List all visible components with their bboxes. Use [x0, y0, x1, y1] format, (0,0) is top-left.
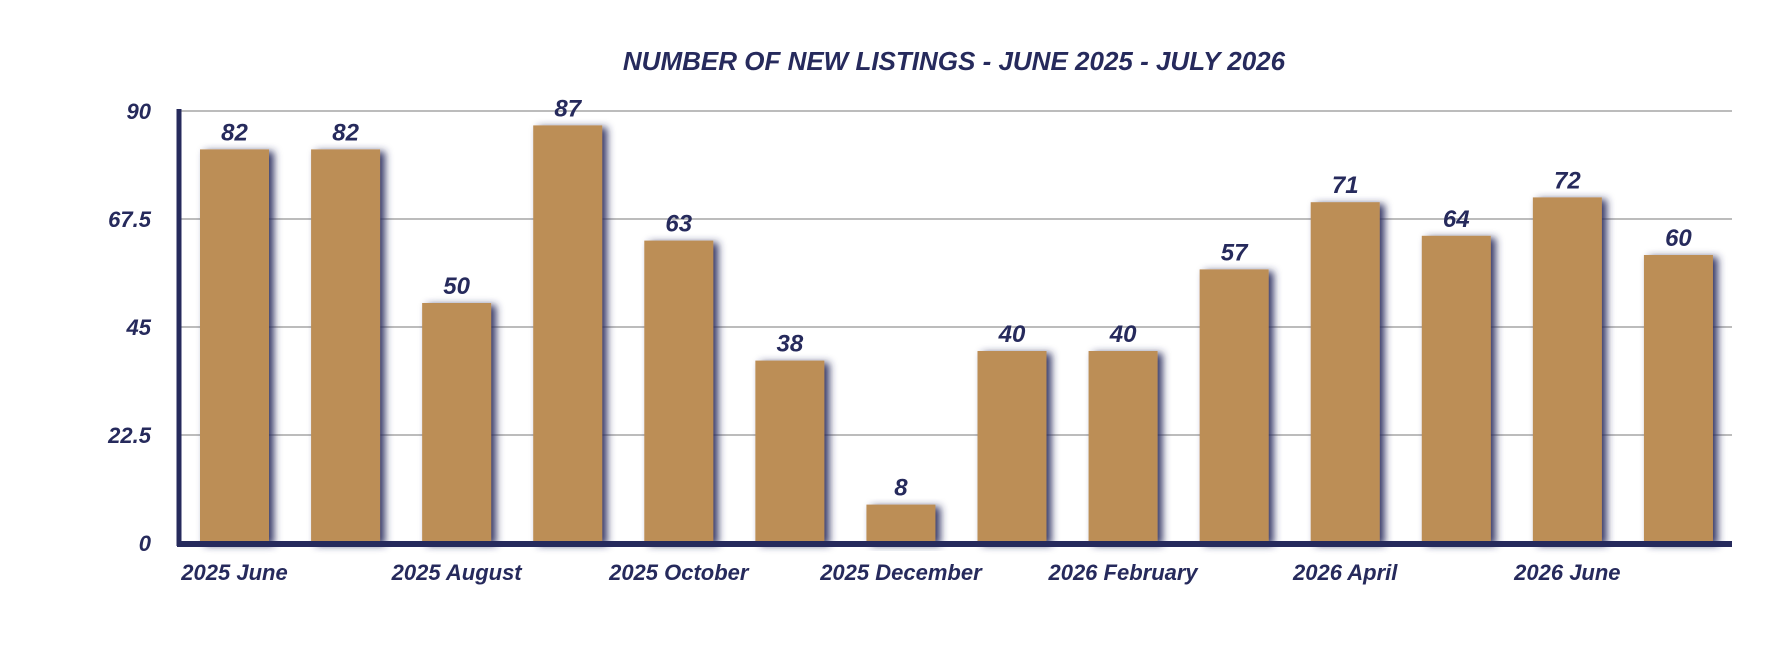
x-tick-label: 2026 April: [1292, 560, 1398, 585]
data-label: 38: [777, 331, 804, 358]
bar: [533, 125, 603, 544]
y-tick-label: 67.5: [108, 207, 152, 232]
data-label: 71: [1332, 172, 1359, 199]
bar: [1421, 235, 1491, 544]
bar: [311, 149, 381, 543]
bar: [755, 360, 825, 543]
axes: [176, 109, 1732, 547]
bar: [1199, 269, 1269, 543]
y-tick-label: 45: [126, 315, 152, 340]
data-label: 82: [332, 119, 359, 146]
data-label: 40: [998, 321, 1026, 348]
bar: [1532, 197, 1602, 543]
bars: [200, 125, 1713, 544]
data-label: 72: [1554, 167, 1581, 194]
x-tick-label: 2025 October: [608, 560, 750, 585]
data-label: 50: [443, 273, 470, 300]
bar: [200, 149, 269, 543]
bar: [422, 303, 492, 543]
labels: 0 22.5 45 67.5 90 82 2025 June 82 50 2025 August 8…: [107, 95, 1692, 585]
x-tick-label: 2026 June: [1513, 560, 1620, 585]
bar: [644, 240, 714, 543]
data-label: 57: [1221, 239, 1249, 266]
data-label: 82: [221, 119, 248, 146]
data-label: 40: [1109, 321, 1137, 348]
gridlines: [179, 110, 1732, 436]
x-tick-label: 2025 December: [819, 560, 983, 585]
x-tick-label: 2026 February: [1047, 560, 1199, 585]
bar: [1088, 351, 1158, 543]
bar: [1643, 255, 1713, 543]
x-tick-label: 2025 June: [180, 560, 287, 585]
data-label: 64: [1443, 206, 1470, 233]
x-tick-label: 2025 August: [391, 560, 524, 585]
bar: [977, 351, 1047, 543]
y-tick-label: 0: [139, 531, 152, 556]
data-label: 63: [665, 211, 692, 238]
y-tick-label: 22.5: [107, 423, 152, 448]
chart-title: NUMBER OF NEW LISTINGS - JUNE 2025 - JUL…: [623, 46, 1286, 76]
data-label: 87: [554, 95, 582, 122]
data-label: 8: [894, 475, 908, 502]
bar: [866, 504, 936, 543]
bar: [1310, 202, 1380, 543]
y-tick-label: 90: [127, 99, 152, 124]
data-label: 60: [1665, 225, 1692, 252]
